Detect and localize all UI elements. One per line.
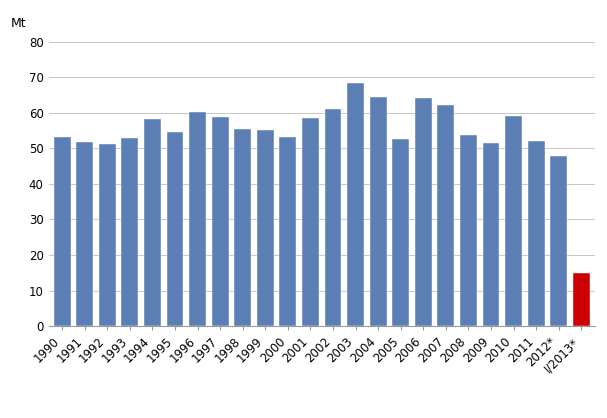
Bar: [460, 135, 477, 326]
Bar: [99, 145, 116, 326]
Bar: [189, 112, 206, 326]
Bar: [551, 156, 567, 326]
Bar: [370, 97, 387, 326]
Bar: [347, 83, 364, 326]
Bar: [257, 130, 274, 326]
Bar: [325, 109, 342, 326]
Bar: [505, 116, 522, 326]
Bar: [279, 137, 296, 326]
Bar: [144, 119, 161, 326]
Bar: [76, 142, 93, 326]
Bar: [166, 132, 183, 326]
Bar: [212, 117, 229, 326]
Bar: [483, 143, 500, 326]
Bar: [53, 137, 70, 326]
Bar: [234, 129, 251, 326]
Bar: [302, 118, 319, 326]
Bar: [438, 105, 454, 326]
Text: Mt: Mt: [10, 18, 26, 31]
Bar: [527, 141, 544, 326]
Bar: [121, 138, 138, 326]
Bar: [392, 139, 409, 326]
Bar: [415, 97, 432, 326]
Bar: [573, 273, 590, 326]
